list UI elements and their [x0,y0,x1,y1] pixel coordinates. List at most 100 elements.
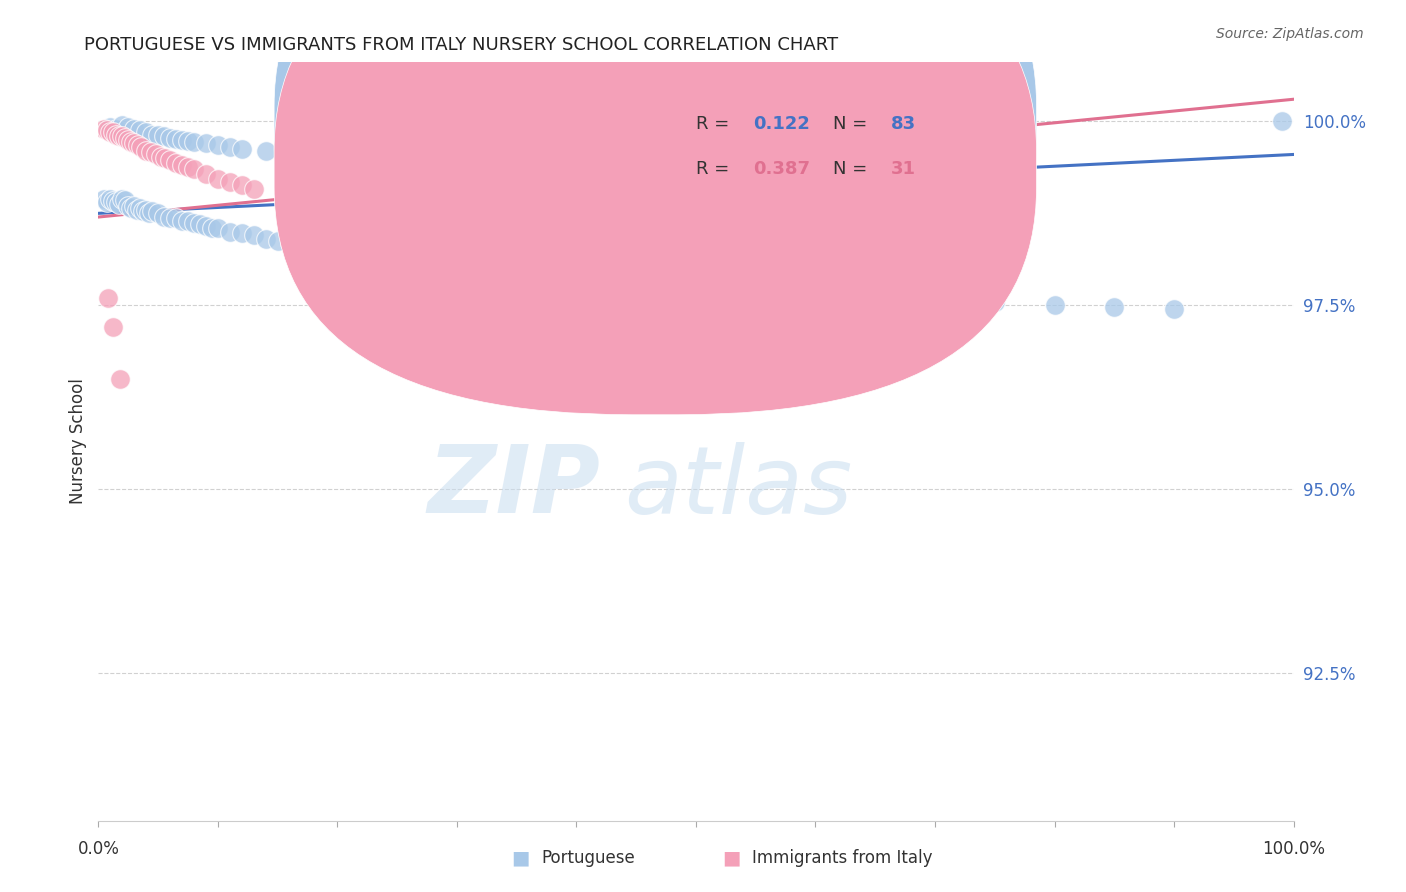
Point [589,284,612,298]
Point [98,125,122,139]
Point [145,147,167,161]
Point [97,291,120,305]
Point [124,136,146,151]
Y-axis label: Nursery School: Nursery School [69,378,87,505]
Point [231,178,253,193]
Point [254,232,277,246]
Text: PORTUGUESE VS IMMIGRANTS FROM ITALY NURSERY SCHOOL CORRELATION CHART: PORTUGUESE VS IMMIGRANTS FROM ITALY NURS… [84,36,838,54]
Point [165,156,187,170]
Point [1163,301,1185,316]
Point [101,194,124,208]
Point [984,294,1007,309]
Point [685,280,707,294]
Point [350,247,373,261]
Point [111,192,134,206]
Point [155,151,177,165]
Point [93,121,115,136]
Point [139,145,162,160]
Point [135,125,157,139]
Point [565,275,588,289]
Text: Portuguese: Portuguese [541,849,636,867]
Point [267,234,290,248]
Point [326,243,349,257]
Point [254,144,277,158]
Point [124,199,146,213]
Text: 0.387: 0.387 [754,161,810,178]
Point [177,160,200,174]
Text: 83: 83 [891,115,915,133]
Point [177,213,200,227]
Point [120,201,142,215]
Point [565,280,588,294]
Point [114,193,136,207]
Point [243,182,266,196]
Point [1271,114,1294,128]
Point [105,121,128,136]
Point [219,225,242,239]
Point [231,226,253,240]
Text: Source: ZipAtlas.com: Source: ZipAtlas.com [1216,27,1364,41]
Point [219,140,242,154]
Point [165,132,187,146]
Point [165,211,187,226]
Point [138,206,160,220]
Point [494,268,516,283]
Point [183,162,205,177]
Text: ■: ■ [721,848,741,868]
Point [153,210,176,224]
Point [148,206,170,220]
Point [195,219,218,233]
Point [129,123,152,137]
Point [111,118,134,132]
Point [135,144,157,158]
Text: R =: R = [696,115,735,133]
Point [924,293,946,307]
Point [101,125,124,139]
Point [131,204,153,219]
Point [111,129,134,144]
Point [398,254,420,268]
Text: 100.0%: 100.0% [1263,839,1324,857]
FancyBboxPatch shape [274,0,1036,370]
Point [117,199,139,213]
Text: N =: N = [834,161,873,178]
Point [506,270,529,285]
Point [101,320,124,334]
Point [1043,298,1066,312]
Text: R =: R = [696,161,735,178]
Point [541,277,564,291]
Point [135,202,157,217]
Text: ■: ■ [510,848,530,868]
Point [117,133,139,147]
Point [219,175,242,189]
Point [278,235,301,250]
Point [124,121,146,136]
Point [188,218,211,232]
Point [446,261,468,276]
Point [108,372,131,386]
Point [96,195,118,210]
Point [159,130,181,145]
Point [98,120,122,135]
Text: Immigrants from Italy: Immigrants from Italy [752,849,932,867]
Point [172,133,194,147]
Point [207,221,229,235]
Point [517,272,540,286]
Point [207,171,229,186]
Point [127,137,149,152]
Text: 0.122: 0.122 [754,115,810,133]
Point [148,128,170,142]
Point [114,130,136,145]
FancyBboxPatch shape [274,0,1036,415]
Point [745,282,768,296]
Text: 31: 31 [891,161,915,178]
Point [98,192,122,206]
Point [865,291,887,305]
Point [243,228,266,243]
Point [153,129,176,144]
Point [804,285,827,299]
Point [195,136,218,151]
Point [159,211,181,226]
Point [302,239,325,253]
Point [172,213,194,227]
